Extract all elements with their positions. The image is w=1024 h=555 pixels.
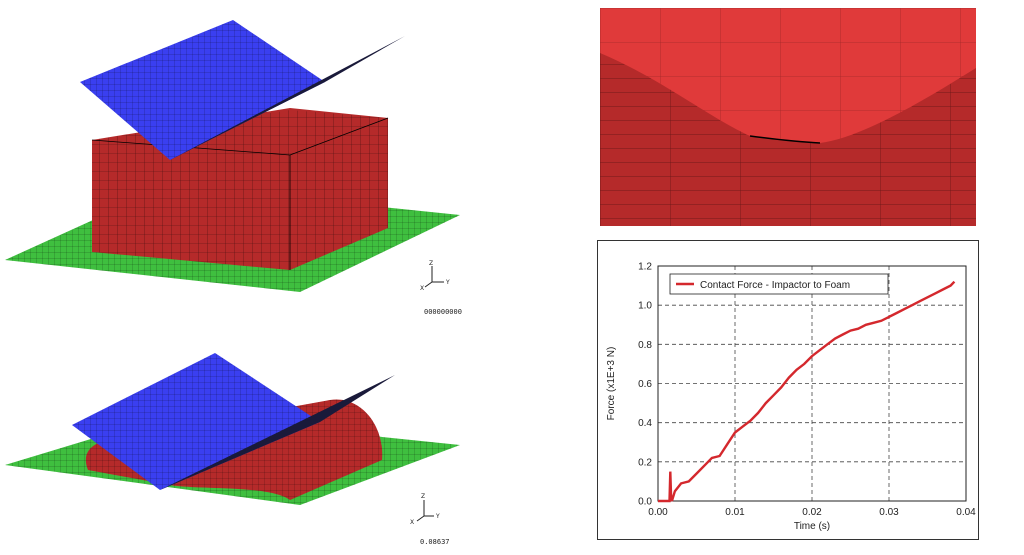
impactor-plate-bottom [72, 353, 395, 490]
legend-label: Contact Force - Impactor to Foam [700, 280, 850, 291]
fem-view-initial: Z Y X 000000000 [0, 0, 480, 330]
foam-deformation-closeup [600, 8, 976, 226]
axis-label-y: Y [445, 279, 450, 286]
impactor-plate-top [80, 20, 405, 160]
x-tick-label: 0.03 [879, 507, 899, 518]
contact-force-chart: 0.00 0.01 0.02 0.03 0.04 0.0 0.2 0.4 0.6 0.8 1.0 1.… [597, 240, 979, 540]
x-axis-title: Time (s) [794, 521, 830, 532]
axis-triad-icon: Z Y X [410, 493, 440, 526]
y-tick-label: 0.2 [638, 457, 652, 468]
legend-box [669, 273, 889, 295]
y-tick-label: 0.0 [638, 497, 652, 508]
timestamp-top: 000000000 [424, 308, 462, 316]
y-tick-label: 1.0 [638, 301, 652, 312]
x-tick-label: 0.00 [648, 507, 668, 518]
x-tick-label: 0.02 [802, 507, 822, 518]
axis-label-z: Z [421, 493, 425, 500]
axis-label-y: Y [435, 513, 440, 520]
legend: Contact Force - Impactor to Foam [669, 273, 889, 295]
plot-area [657, 265, 967, 502]
axis-label-x: X [410, 519, 414, 526]
series-line-contact-force [658, 280, 956, 503]
y-tick-label: 0.8 [638, 340, 652, 351]
y-tick-label: 0.4 [638, 418, 652, 429]
y-tick-label: 1.2 [638, 262, 652, 273]
timestamp-bottom: 0.08637 [420, 538, 450, 546]
x-tick-label: 0.01 [725, 507, 745, 518]
fem-view-deformed: Z Y X 0.08637 [0, 340, 480, 550]
axis-triad-icon: Z Y X [420, 260, 450, 292]
axis-label-x: X [420, 285, 424, 292]
y-axis-title: Force (x1E+3 N) [606, 347, 617, 421]
foam-block-top [91, 108, 389, 270]
x-tick-label: 0.04 [956, 507, 976, 518]
axis-label-z: Z [429, 260, 433, 267]
y-tick-label: 0.6 [638, 379, 652, 390]
